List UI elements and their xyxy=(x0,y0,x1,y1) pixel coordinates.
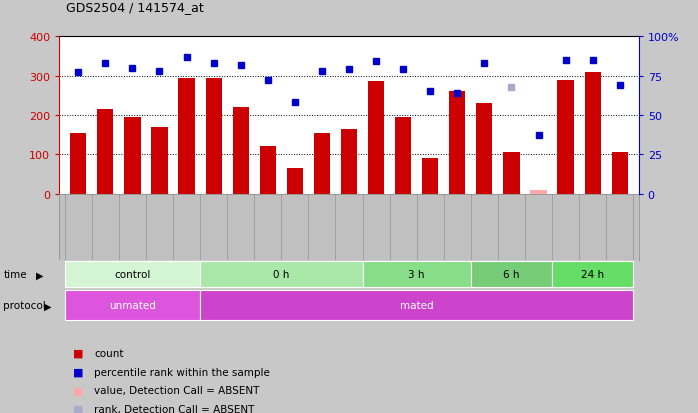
Bar xyxy=(341,129,357,194)
Bar xyxy=(124,118,140,194)
Bar xyxy=(205,78,222,194)
Text: mated: mated xyxy=(400,300,433,310)
Bar xyxy=(422,159,438,194)
Bar xyxy=(362,262,471,287)
Bar xyxy=(65,291,200,320)
Bar xyxy=(471,262,552,287)
Bar xyxy=(232,108,248,194)
Bar xyxy=(611,153,628,194)
Text: ▶: ▶ xyxy=(36,270,44,280)
Bar xyxy=(476,104,493,194)
Bar xyxy=(558,81,574,194)
Bar xyxy=(179,78,195,194)
Bar xyxy=(530,190,547,194)
Text: GDS2504 / 141574_at: GDS2504 / 141574_at xyxy=(66,2,204,14)
Text: ■: ■ xyxy=(73,367,84,377)
Text: time: time xyxy=(3,270,27,280)
Bar xyxy=(260,147,276,194)
Bar xyxy=(151,127,168,194)
Text: ▶: ▶ xyxy=(44,301,52,311)
Bar xyxy=(314,133,330,194)
Text: value, Detection Call = ABSENT: value, Detection Call = ABSENT xyxy=(94,385,260,395)
Text: ■: ■ xyxy=(73,404,84,413)
Bar xyxy=(552,262,633,287)
Bar xyxy=(65,262,200,287)
Text: rank, Detection Call = ABSENT: rank, Detection Call = ABSENT xyxy=(94,404,255,413)
Text: 3 h: 3 h xyxy=(408,269,425,279)
Bar xyxy=(70,133,87,194)
Bar xyxy=(584,73,601,194)
Text: 24 h: 24 h xyxy=(581,269,604,279)
Text: 6 h: 6 h xyxy=(503,269,520,279)
Text: percentile rank within the sample: percentile rank within the sample xyxy=(94,367,270,377)
Text: 0 h: 0 h xyxy=(273,269,290,279)
Bar xyxy=(200,291,633,320)
Bar xyxy=(287,169,303,194)
Bar xyxy=(503,153,519,194)
Bar xyxy=(450,92,466,194)
Bar xyxy=(368,82,384,194)
Bar xyxy=(395,118,411,194)
Text: unmated: unmated xyxy=(109,300,156,310)
Text: ■: ■ xyxy=(73,385,84,395)
Text: ■: ■ xyxy=(73,348,84,358)
Text: protocol: protocol xyxy=(3,301,46,311)
Bar xyxy=(200,262,362,287)
Bar xyxy=(97,110,114,194)
Text: control: control xyxy=(114,269,151,279)
Text: count: count xyxy=(94,348,124,358)
